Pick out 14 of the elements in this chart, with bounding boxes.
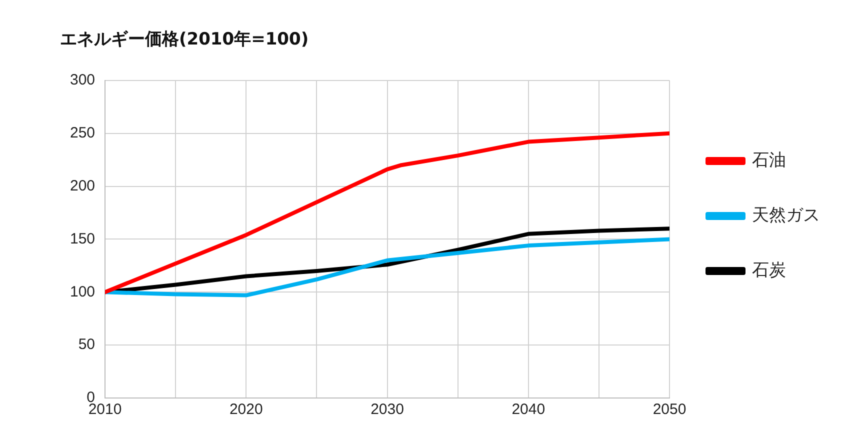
y-tick-label: 50 [78,336,96,354]
y-tick-label: 150 [70,230,96,248]
y-tick-label: 200 [70,177,96,194]
y-tick-label: 250 [70,124,96,142]
legend-label: 天然ガス [752,205,820,226]
x-tick-label: 2050 [652,401,686,418]
legend-label: 石炭 [752,260,786,280]
chart-title: エネルギー価格(2010年=100) [60,30,309,50]
x-tick-label: 2030 [370,401,404,418]
y-tick-label: 100 [70,283,96,300]
x-tick-label: 2040 [512,401,546,418]
legend-label: 石油 [752,150,786,170]
y-tick-label: 300 [70,72,96,89]
x-tick-label: 2020 [229,401,263,418]
